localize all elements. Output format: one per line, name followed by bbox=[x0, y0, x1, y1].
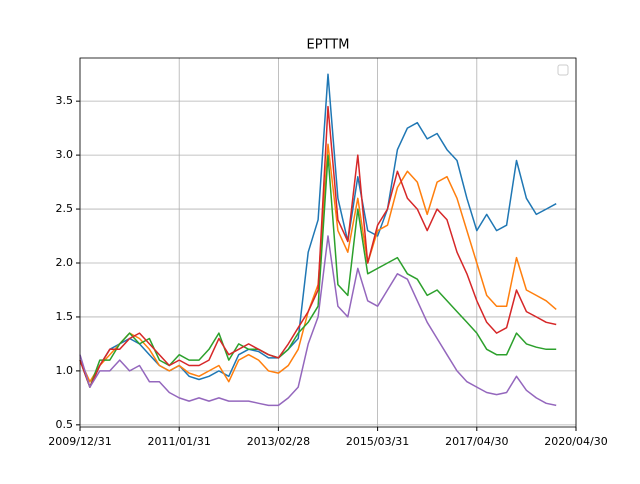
y-tick-label: 1.0 bbox=[56, 364, 74, 377]
x-tick-label: 2011/01/31 bbox=[147, 435, 210, 448]
plot-frame bbox=[79, 57, 577, 428]
legend bbox=[557, 64, 569, 76]
x-tick-label: 2015/03/31 bbox=[346, 435, 409, 448]
x-tick-label: 2020/04/30 bbox=[544, 435, 607, 448]
y-tick-label: 2.0 bbox=[56, 256, 74, 269]
series-line bbox=[79, 73, 557, 388]
y-tick-label: 1.5 bbox=[56, 310, 74, 323]
y-tick-label: 2.5 bbox=[56, 202, 74, 215]
series-line bbox=[79, 105, 557, 388]
series-line bbox=[79, 154, 557, 388]
series-line bbox=[79, 235, 557, 407]
y-tick-label: 3.5 bbox=[56, 94, 74, 107]
x-tick-label: 2013/02/28 bbox=[247, 435, 310, 448]
y-tick-label: 0.5 bbox=[56, 418, 74, 431]
chart-title: EPTTM bbox=[307, 38, 350, 53]
y-tick-label: 3.0 bbox=[56, 148, 74, 161]
x-tick-label: 2009/12/31 bbox=[48, 435, 111, 448]
x-tick-label: 2017/04/30 bbox=[445, 435, 508, 448]
